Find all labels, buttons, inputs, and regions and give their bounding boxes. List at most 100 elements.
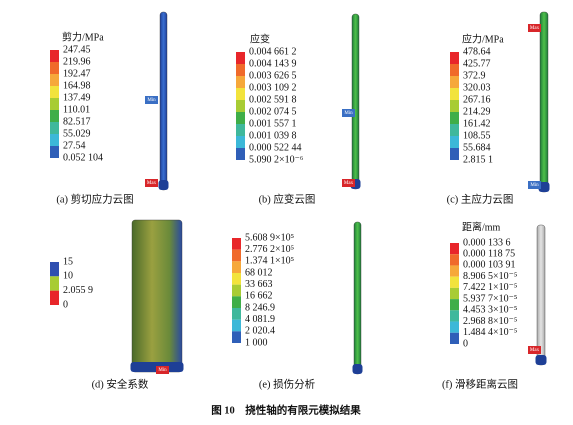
legend-swatch xyxy=(50,122,59,134)
tag-label: Max xyxy=(147,181,157,186)
legend-label: 15 xyxy=(63,256,73,267)
legend-label: 0.003 626 5 xyxy=(249,70,297,81)
legend-swatch xyxy=(50,98,59,110)
legend-swatch xyxy=(450,64,459,76)
legend-swatch xyxy=(232,261,241,273)
legend-label: 27.54 xyxy=(63,140,86,151)
panel-caption: (c) 主应力云图 xyxy=(447,192,514,205)
legend-swatch xyxy=(450,112,459,124)
panel-caption: (b) 应变云图 xyxy=(259,192,316,205)
legend-label: 108.55 xyxy=(463,130,491,141)
tag-label: Max xyxy=(344,181,354,186)
legend-swatch xyxy=(50,74,59,86)
legend-label: 0.000 522 44 xyxy=(249,142,302,153)
legend-label: 16 662 xyxy=(245,291,273,302)
legend-swatch xyxy=(236,76,245,88)
legend-swatch xyxy=(450,148,459,160)
model xyxy=(536,224,546,366)
legend-label: 0.000 118 75 xyxy=(463,249,515,260)
legend-swatch xyxy=(450,276,459,288)
tag-box xyxy=(342,179,355,187)
tag-label: Min xyxy=(147,98,156,103)
legend-label: 82.517 xyxy=(63,116,91,127)
legend-swatch xyxy=(450,332,459,344)
legend-swatch xyxy=(450,321,459,333)
legend-swatch xyxy=(50,262,59,277)
model xyxy=(159,11,168,191)
legend-label: 5.090 2×10⁻⁶ xyxy=(249,154,304,165)
tag-box xyxy=(145,179,158,187)
legend-swatch xyxy=(236,136,245,148)
tag-label: Max xyxy=(530,26,540,31)
legend-swatch xyxy=(450,299,459,311)
tag-box xyxy=(528,181,541,189)
legend-swatch xyxy=(450,254,459,266)
legend-label: 55.029 xyxy=(63,128,91,139)
legend-label: 372.9 xyxy=(463,70,486,81)
panel-caption: (e) 损伤分析 xyxy=(259,377,316,390)
legend-title: 剪力/MPa xyxy=(62,30,104,43)
legend-swatch xyxy=(450,136,459,148)
legend-swatch xyxy=(236,64,245,76)
model-end xyxy=(535,355,547,365)
legend-swatch xyxy=(232,319,241,332)
legend-swatch xyxy=(236,124,245,136)
legend-label: 2.815 1 xyxy=(463,154,493,165)
legend-swatch xyxy=(50,290,59,305)
legend-swatch xyxy=(232,273,241,285)
legend-swatch xyxy=(50,86,59,98)
legend-title: 应变 xyxy=(250,32,270,45)
legend-label: 1.484 4×10⁻⁵ xyxy=(463,327,517,338)
legend-swatch xyxy=(450,287,459,300)
legend-swatch xyxy=(50,146,59,158)
legend-swatch xyxy=(450,265,459,277)
legend-label: 161.42 xyxy=(463,118,491,129)
legend-label: 5.608 9×10⁵ xyxy=(245,232,294,243)
legend-swatch xyxy=(50,134,59,146)
legend-label: 425.77 xyxy=(463,58,491,69)
legend-label: 164.98 xyxy=(63,80,91,91)
legend-swatch xyxy=(236,112,245,124)
legend-swatch xyxy=(232,249,241,262)
legend-label: 0.001 039 8 xyxy=(249,130,297,141)
legend-label: 8 246.9 xyxy=(245,302,275,313)
legend-label: 4 081.9 xyxy=(245,314,275,325)
tag-label: Min xyxy=(158,368,167,373)
figure-caption: 图 10 挠性轴的有限元模拟结果 xyxy=(211,403,361,416)
legend-label: 1 000 xyxy=(245,337,268,348)
tag-box xyxy=(528,24,541,32)
legend-swatch xyxy=(450,52,459,64)
tag-box xyxy=(528,346,541,354)
legend-label: 267.16 xyxy=(463,94,491,105)
legend-title: 距离/mm xyxy=(462,220,501,233)
legend-label: 0.052 104 xyxy=(63,152,103,163)
legend-label: 0.004 661 2 xyxy=(249,46,297,57)
model-end xyxy=(158,180,169,190)
tag-box xyxy=(342,109,355,117)
legend-swatch xyxy=(236,88,245,100)
legend-label: 4.453 3×10⁻⁵ xyxy=(463,305,517,316)
legend-label: 0.004 143 9 xyxy=(249,58,297,69)
legend-swatch xyxy=(450,100,459,112)
model xyxy=(351,13,360,190)
legend-swatch xyxy=(232,308,241,320)
panel-caption: (a) 剪切应力云图 xyxy=(56,192,133,205)
tag-box xyxy=(156,366,169,374)
legend-label: 5.937 7×10⁻⁵ xyxy=(463,293,517,304)
legend-swatch xyxy=(50,110,59,122)
legend-label: 68 012 xyxy=(245,267,273,278)
legend-label: 137.49 xyxy=(63,92,91,103)
legend-swatch xyxy=(232,296,241,308)
panel-caption: (d) 安全系数 xyxy=(92,377,149,390)
legend-swatch xyxy=(450,310,459,322)
legend-swatch xyxy=(450,124,459,136)
model xyxy=(131,219,183,373)
legend-label: 2.968 8×10⁻⁵ xyxy=(463,316,517,327)
legend-label: 33 663 xyxy=(245,279,273,290)
legend-label: 2 020.4 xyxy=(245,326,275,337)
legend-swatch xyxy=(232,331,241,343)
model-end xyxy=(538,182,550,192)
legend-label: 8.906 5×10⁻⁵ xyxy=(463,271,517,282)
legend-label: 478.64 xyxy=(463,46,491,57)
